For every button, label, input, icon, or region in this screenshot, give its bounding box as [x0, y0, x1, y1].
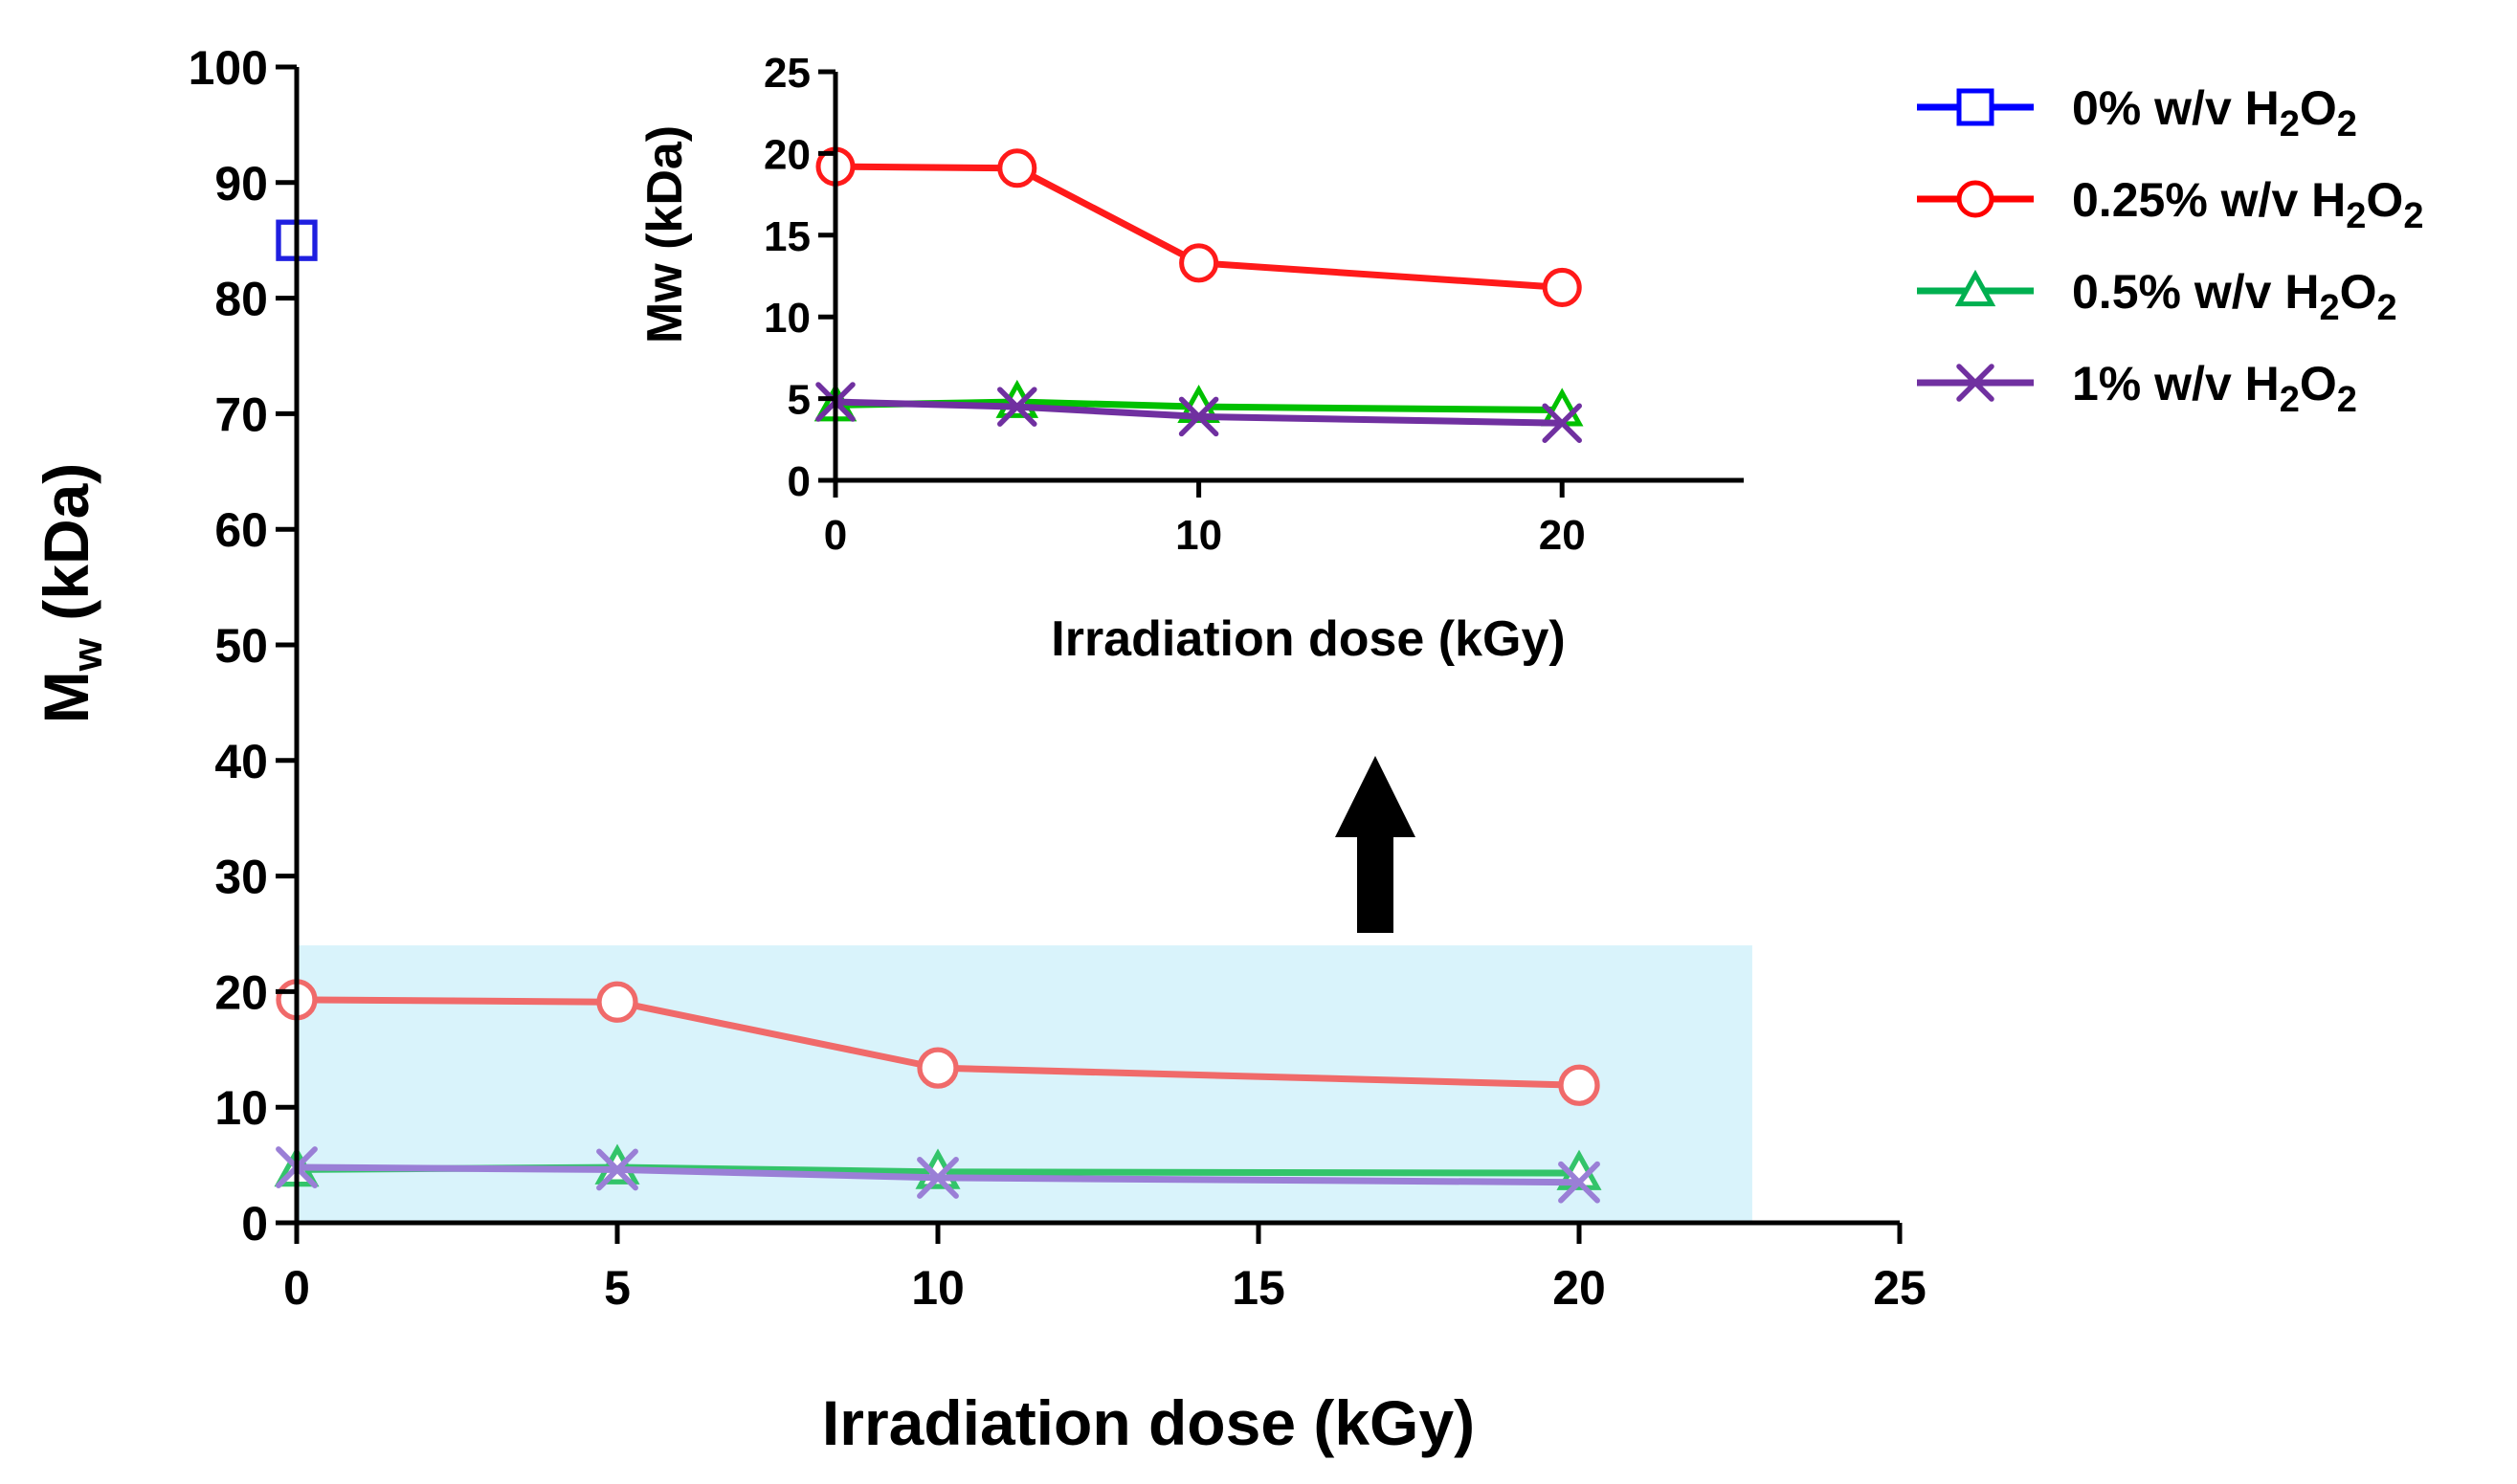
main-y-tick-label: 20 [214, 965, 268, 1019]
legend-label: 0.5% w/v H2O2 [2072, 265, 2397, 328]
main-y-tick-label: 100 [189, 41, 268, 95]
inset-data-point [997, 387, 1037, 427]
legend-label: 0% w/v H2O2 [2072, 81, 2357, 144]
main-series-3 [276, 1146, 1600, 1204]
main-y-tick-label: 0 [241, 1197, 268, 1251]
legend-entry: 0% w/v H2O2 [1917, 81, 2357, 144]
inset-series-line [835, 163, 1563, 291]
inset-series-line [835, 398, 1563, 427]
main-x-tick-label: 15 [1232, 1261, 1285, 1315]
inset-y-tick-label: 5 [788, 377, 811, 424]
main-data-point [594, 1143, 640, 1185]
inset-data-point [1542, 403, 1582, 443]
main-data-point [596, 981, 638, 1023]
inset-x-axis-title: Irradiation dose (kGy) [1051, 611, 1565, 667]
inset-x-tick-label: 0 [824, 512, 847, 559]
legend-marker [1956, 364, 1994, 402]
inset-data-point [997, 148, 1037, 188]
up-arrow-icon [1335, 756, 1415, 933]
legend-label: 0.25% w/v H2O2 [2072, 173, 2423, 236]
inset-data-point [1179, 243, 1219, 283]
main-x-tick-label: 5 [604, 1261, 631, 1315]
main-y-tick-label: 80 [214, 273, 268, 326]
legend-entry: 0.25% w/v H2O2 [1917, 173, 2423, 236]
main-data-point [1558, 1064, 1600, 1106]
main-data-point [596, 1148, 638, 1191]
main-y-tick-label: 10 [214, 1081, 268, 1135]
main-x-tick-label: 25 [1873, 1261, 1927, 1315]
inset-series-0 [815, 146, 1582, 307]
inset-series-2 [815, 382, 1582, 443]
legend: 0% w/v H2O2 0.25% w/v H2O2 0.5% w/v H2O2 1%… [1917, 81, 2423, 420]
main-x-tick-label: 10 [911, 1261, 965, 1315]
inset-y-tick-label: 15 [764, 213, 811, 260]
inset-y-tick-label: 20 [764, 131, 811, 178]
inset-y-tick-label: 10 [764, 295, 811, 342]
inset-x-tick-label: 20 [1539, 512, 1586, 559]
inset-series-layer [813, 146, 1584, 443]
main-x-tick-label: 20 [1552, 1261, 1606, 1315]
main-data-point [917, 1047, 959, 1089]
legend-label: 1% w/v H2O2 [2072, 357, 2357, 420]
main-y-tick-label: 30 [214, 851, 268, 904]
inset-axes [818, 69, 1744, 498]
main-series-line [296, 996, 1580, 1089]
inset-y-axis-title: Mw (kDa) [637, 125, 693, 343]
main-data-point [917, 1156, 959, 1199]
main-series-line [296, 1163, 1580, 1186]
legend-entry: 0.5% w/v H2O2 [1917, 265, 2397, 328]
inset-data-point [1178, 396, 1219, 437]
inset-y-tick-label: 0 [788, 458, 811, 505]
legend-marker [1956, 88, 1994, 126]
legend-marker [1956, 180, 1994, 218]
main-y-axis-title: Mw (kDa) [31, 463, 111, 724]
main-data-point [1558, 1161, 1600, 1204]
inset-x-tick-label: 10 [1175, 512, 1222, 559]
main-y-tick-label: 60 [214, 503, 268, 557]
inset-data-point [1542, 267, 1582, 307]
inset-tick-labels: 0 10 20 0 5 10 15 20 25 [764, 50, 1586, 559]
inset-y-tick-label: 25 [764, 50, 811, 97]
legend-entry: 1% w/v H2O2 [1917, 357, 2357, 420]
main-y-tick-label: 40 [214, 735, 268, 788]
main-x-tick-label: 0 [283, 1261, 310, 1315]
main-y-tick-label: 70 [214, 388, 268, 441]
main-x-axis-title: Irradiation dose (kGy) [822, 1387, 1475, 1458]
main-y-tick-label: 90 [214, 157, 268, 210]
main-y-tick-label: 50 [214, 619, 268, 673]
main-axes [276, 64, 1903, 1244]
legend-marker [1954, 269, 1996, 307]
